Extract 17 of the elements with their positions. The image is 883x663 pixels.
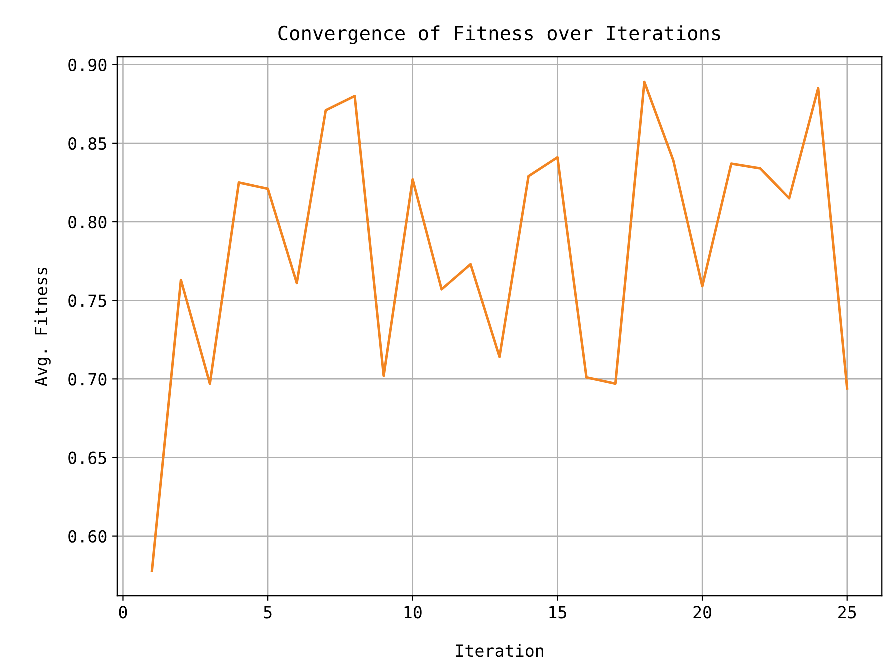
y-tick-label: 0.90 bbox=[68, 58, 107, 72]
y-tick-label: 0.70 bbox=[68, 373, 107, 386]
x-tick-label: 15 bbox=[550, 606, 566, 619]
x-axis-title: Iteration bbox=[456, 644, 544, 658]
y-tick-label: 0.65 bbox=[68, 452, 106, 464]
x-tick-label: 25 bbox=[838, 606, 856, 619]
y-tick-label: 0.60 bbox=[68, 530, 107, 543]
y-tick-label: 0.80 bbox=[68, 216, 107, 229]
x-tick-label: 5 bbox=[264, 606, 272, 619]
line-series bbox=[150, 80, 849, 572]
y-tick-label: 0.85 bbox=[68, 137, 106, 150]
x-tick-label: 20 bbox=[694, 606, 712, 619]
x-tick-label: 0 bbox=[119, 606, 128, 619]
y-tick-label: 0.75 bbox=[68, 294, 106, 308]
x-tick-label: 10 bbox=[404, 606, 422, 619]
chart-title: Convergence of Fitness over Iterations bbox=[278, 26, 720, 45]
y-axis-title: Avg. Fitness bbox=[34, 268, 51, 386]
